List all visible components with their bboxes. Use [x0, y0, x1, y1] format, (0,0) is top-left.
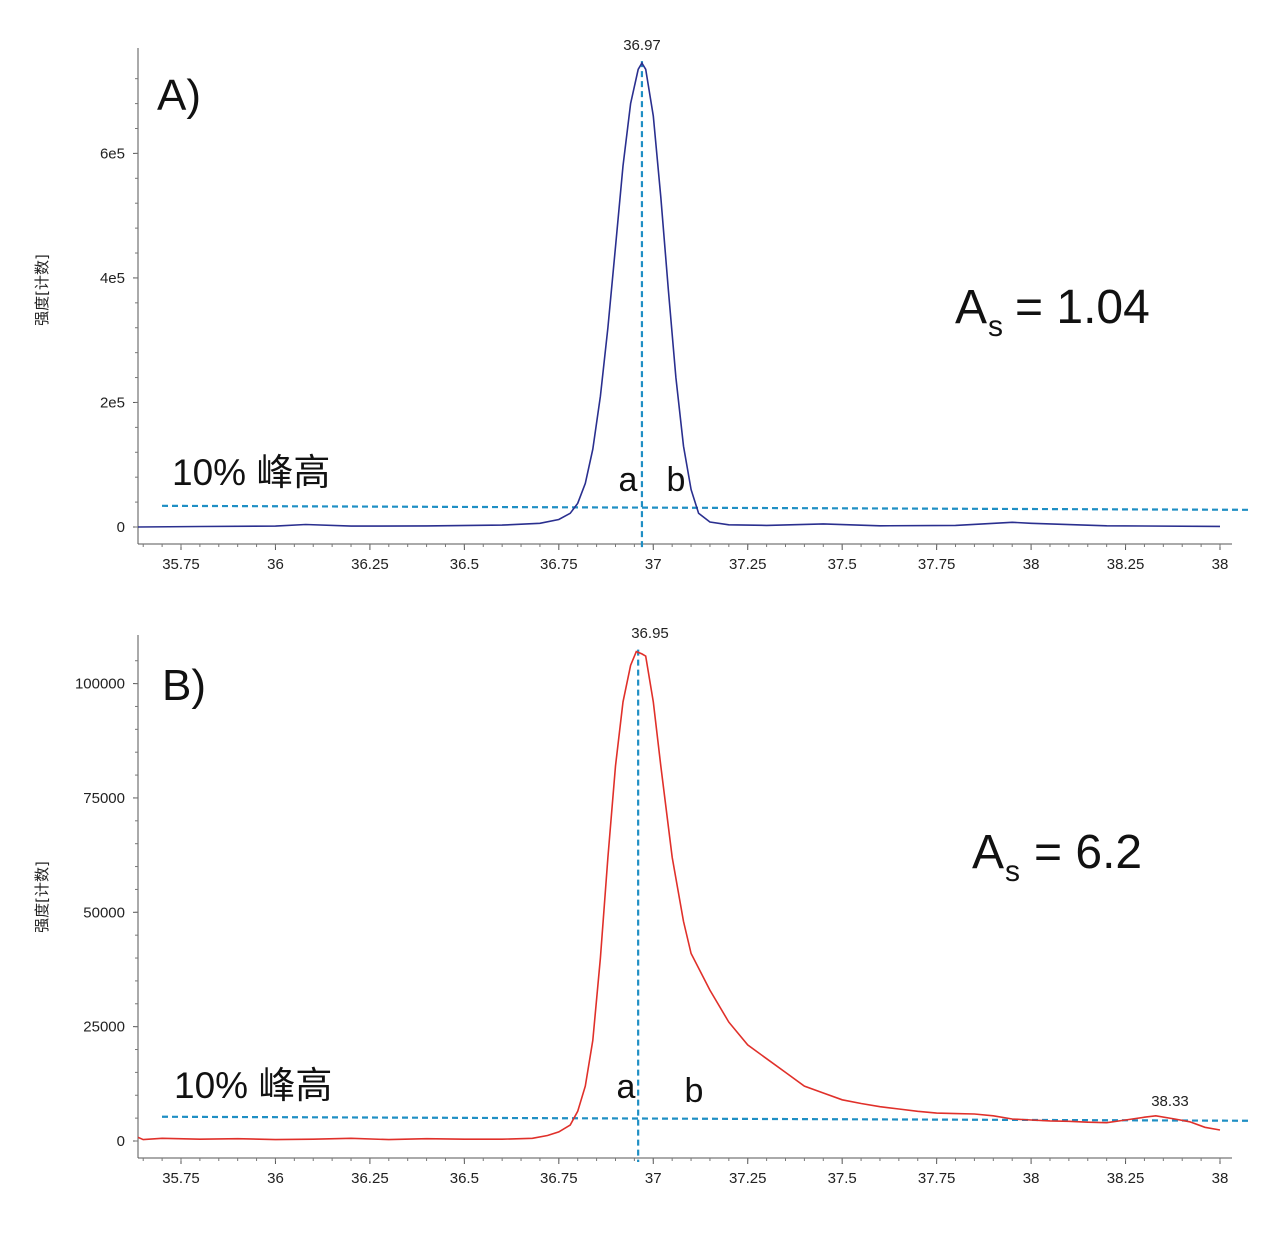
y-tick-label: 6e5 [100, 145, 125, 162]
asymmetry-value-b: = 6.2 [1034, 826, 1142, 879]
x-tick-label: 36 [267, 556, 284, 573]
x-tick-group-a: 35.75 36 36.25 36.5 36.75 37 37.25 37.5 37.75 38 3… [142, 544, 1229, 573]
y-tick-group-b: 0 25000 50000 75000 100000 [75, 660, 138, 1150]
asymmetry-symbol-b: A [972, 826, 1004, 879]
asymmetry-subscript-a: s [988, 310, 1003, 343]
peak-label-b: 36.95 [631, 625, 669, 642]
ten-percent-label-b: 10% 峰高 [174, 1065, 332, 1106]
y-axis-label-b: 强度[计数] [33, 861, 51, 933]
ten-percent-line-a [161, 504, 1251, 511]
x-tick-label: 38 [1023, 556, 1040, 573]
asymmetry-factor-b: A s = 6.2 [972, 826, 1142, 888]
panel-label-b: B) [162, 661, 206, 710]
y-tick-label: 4e5 [100, 270, 125, 287]
x-tick-label: 37.5 [828, 556, 857, 573]
second-peak-label-b: 38.33 [1151, 1093, 1189, 1110]
x-tick-label: 36.75 [540, 556, 578, 573]
chromatogram-trace-b [137, 650, 1221, 1141]
x-tick-label: 38.25 [1107, 1170, 1145, 1187]
y-axis-label-a: 强度[计数] [33, 254, 51, 326]
asymmetry-value-a: = 1.04 [1015, 281, 1150, 334]
x-tick-label: 37 [645, 556, 662, 573]
x-tick-label: 37.75 [918, 556, 956, 573]
y-tick-label: 100000 [75, 676, 125, 693]
x-tick-label: 36.5 [450, 1170, 479, 1187]
x-tick-label: 36.75 [540, 1170, 578, 1187]
y-tick-label: 0 [117, 519, 125, 536]
x-tick-label: 35.75 [162, 1170, 200, 1187]
x-tick-label: 37.75 [918, 1170, 956, 1187]
y-tick-label: 2e5 [100, 394, 125, 411]
x-tick-label: 36.5 [450, 556, 479, 573]
y-tick-label: 50000 [83, 904, 125, 921]
x-tick-group-b: 35.75 36 36.25 36.5 36.75 37 37.25 37.5 37.75 38 3… [142, 1158, 1229, 1187]
x-tick-label: 37.25 [729, 1170, 767, 1187]
x-tick-label: 38 [1212, 1170, 1229, 1187]
x-tick-label: 38.25 [1107, 556, 1145, 573]
x-tick-label: 37.5 [828, 1170, 857, 1187]
x-tick-label: 38 [1023, 1170, 1040, 1187]
y-tick-label: 25000 [83, 1019, 125, 1036]
x-tick-label: 36.25 [351, 556, 389, 573]
chromatogram-trace-a [137, 61, 1221, 528]
asymmetry-subscript-b: s [1005, 855, 1020, 888]
x-tick-label: 38 [1212, 556, 1229, 573]
x-tick-label: 37.25 [729, 556, 767, 573]
back-label-b: b [685, 1072, 704, 1110]
ten-percent-line-b [161, 1115, 1251, 1122]
peak-label-a: 36.97 [623, 37, 661, 54]
y-tick-group-a: 0 2e5 4e5 6e5 [100, 78, 138, 536]
x-tick-label: 36.25 [351, 1170, 389, 1187]
y-tick-label: 75000 [83, 790, 125, 807]
front-label-a: a [619, 461, 638, 499]
asymmetry-symbol-a: A [955, 281, 987, 334]
back-label-a: b [667, 461, 686, 499]
panel-label-a: A) [157, 71, 201, 120]
y-tick-label: 0 [117, 1133, 125, 1150]
ten-percent-label-a: 10% 峰高 [172, 452, 330, 493]
front-label-b: a [617, 1068, 636, 1106]
x-tick-label: 36 [267, 1170, 284, 1187]
x-tick-label: 35.75 [162, 556, 200, 573]
x-tick-label: 37 [645, 1170, 662, 1187]
asymmetry-factor-a: A s = 1.04 [955, 281, 1150, 343]
